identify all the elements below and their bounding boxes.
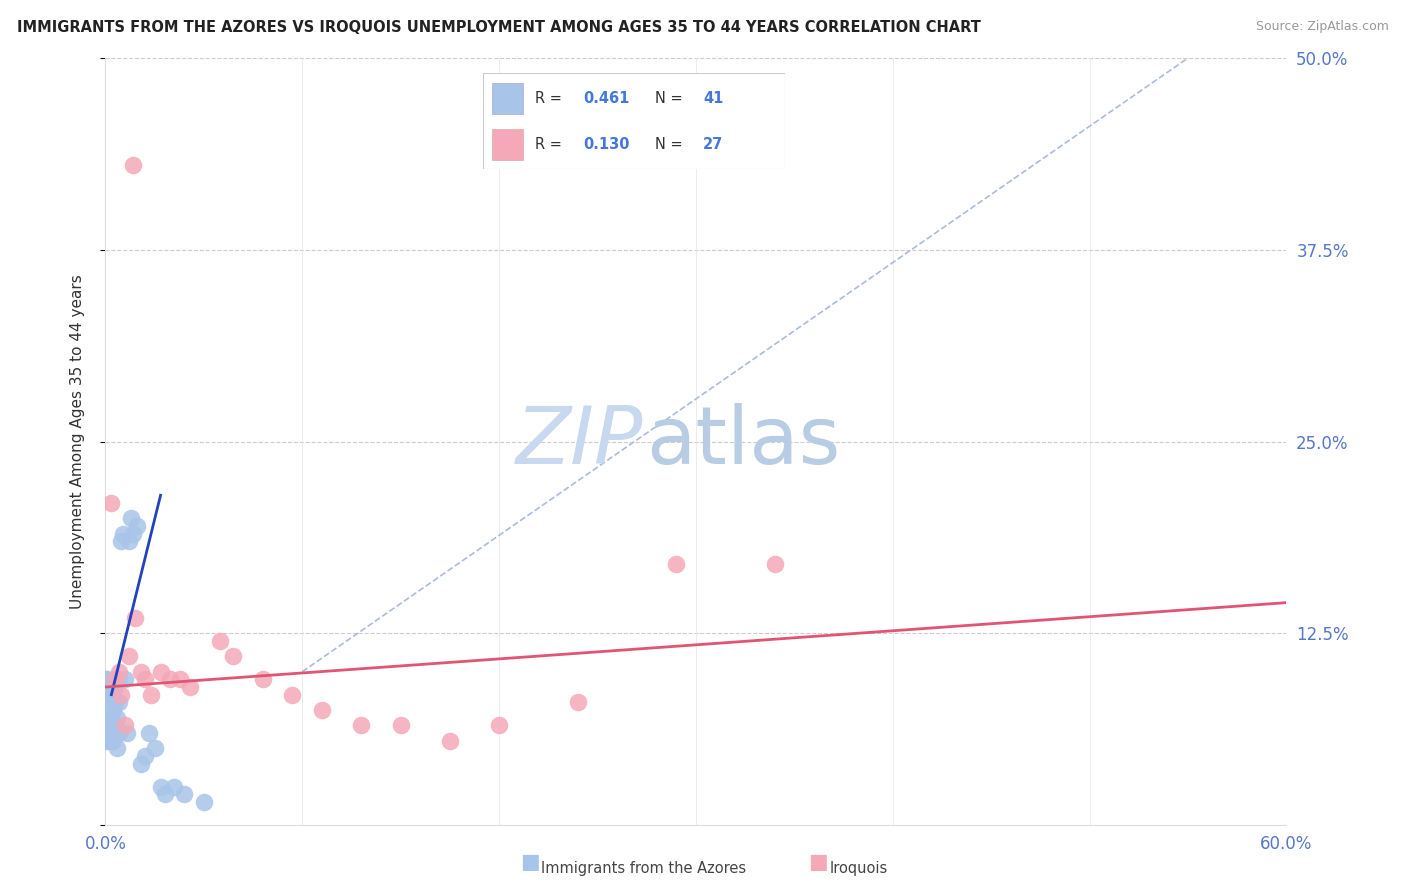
Point (98, 718, 121, 732)
Point (118, 649, 141, 664)
Point (103, 718, 125, 732)
Point (208, 634, 231, 648)
Point (114, 673, 136, 687)
Point (98, 726, 121, 740)
Point (114, 718, 136, 732)
Point (103, 703, 125, 717)
Text: Immigrants from the Azores: Immigrants from the Azores (541, 861, 747, 876)
Point (350, 718, 373, 732)
Point (173, 788, 195, 802)
Point (104, 695, 127, 709)
Point (96, 688, 118, 702)
Point (129, 665, 152, 679)
Point (105, 726, 128, 740)
Point (138, 726, 160, 740)
Text: IMMIGRANTS FROM THE AZORES VS IROQUOIS UNEMPLOYMENT AMONG AGES 35 TO 44 YEARS CO: IMMIGRANTS FROM THE AZORES VS IROQUOIS U… (17, 20, 981, 35)
Text: atlas: atlas (647, 402, 841, 481)
Point (439, 733, 461, 747)
Point (98, 703, 121, 717)
Point (100, 688, 122, 702)
Point (222, 649, 245, 664)
Point (389, 718, 412, 732)
Point (122, 158, 145, 172)
Point (104, 673, 127, 687)
Point (149, 780, 172, 794)
Text: Iroquois: Iroquois (830, 861, 887, 876)
Text: ■: ■ (520, 853, 540, 872)
Point (139, 688, 162, 702)
Point (134, 673, 156, 687)
Y-axis label: Unemployment Among Ages 35 to 44 years: Unemployment Among Ages 35 to 44 years (70, 274, 84, 609)
Point (105, 741, 128, 756)
Point (108, 726, 131, 740)
Point (129, 756, 152, 771)
Point (110, 534, 132, 549)
Point (311, 703, 333, 717)
Point (252, 673, 274, 687)
Text: ■: ■ (808, 853, 828, 872)
Text: ZIP: ZIP (516, 402, 643, 481)
Point (169, 673, 191, 687)
Point (110, 688, 132, 702)
Point (98, 680, 121, 694)
Point (104, 718, 127, 732)
Point (193, 795, 215, 809)
Point (149, 665, 172, 679)
Point (567, 695, 589, 709)
Point (153, 788, 176, 802)
Point (120, 511, 142, 525)
Point (134, 749, 156, 764)
Point (100, 733, 122, 747)
Point (112, 526, 135, 541)
Point (125, 519, 148, 533)
Point (179, 680, 201, 694)
Point (163, 780, 186, 794)
Point (105, 711, 128, 725)
Point (100, 726, 122, 740)
Point (100, 496, 122, 510)
Point (763, 558, 786, 572)
Point (104, 680, 127, 694)
Point (103, 733, 125, 747)
Point (96, 733, 118, 747)
Point (100, 711, 122, 725)
Point (488, 718, 510, 732)
Point (108, 665, 131, 679)
Point (159, 673, 181, 687)
Point (118, 534, 141, 549)
Point (143, 741, 166, 756)
Point (96, 673, 118, 687)
Point (122, 526, 145, 541)
Point (94, 673, 117, 687)
Point (124, 611, 146, 625)
Text: Source: ZipAtlas.com: Source: ZipAtlas.com (1256, 20, 1389, 33)
Point (115, 726, 138, 740)
Point (108, 673, 131, 687)
Point (665, 558, 688, 572)
Point (281, 688, 304, 702)
Point (108, 695, 131, 709)
